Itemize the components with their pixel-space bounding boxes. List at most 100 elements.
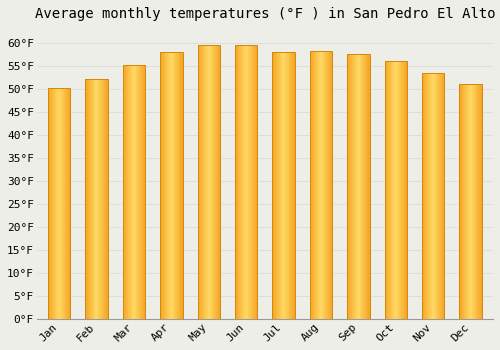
- Bar: [242, 45, 243, 319]
- Bar: [351, 54, 352, 319]
- Bar: [90, 79, 91, 319]
- Bar: [208, 45, 209, 319]
- Bar: [366, 54, 367, 319]
- Bar: [52, 88, 53, 319]
- Bar: [123, 65, 124, 319]
- Bar: [461, 84, 462, 319]
- Bar: [239, 45, 240, 319]
- Bar: [255, 45, 256, 319]
- Bar: [276, 52, 277, 319]
- Bar: [438, 73, 439, 319]
- Bar: [363, 54, 364, 319]
- Bar: [362, 54, 363, 319]
- Bar: [65, 88, 66, 319]
- Bar: [460, 84, 461, 319]
- Bar: [61, 88, 62, 319]
- Bar: [480, 84, 482, 319]
- Bar: [107, 79, 108, 319]
- Bar: [235, 45, 258, 319]
- Bar: [439, 73, 440, 319]
- Bar: [396, 61, 397, 319]
- Bar: [423, 73, 424, 319]
- Bar: [463, 84, 464, 319]
- Bar: [246, 45, 248, 319]
- Bar: [441, 73, 442, 319]
- Bar: [360, 54, 361, 319]
- Bar: [139, 65, 140, 319]
- Bar: [48, 88, 49, 319]
- Bar: [329, 51, 330, 319]
- Bar: [428, 73, 430, 319]
- Bar: [181, 52, 182, 319]
- Bar: [347, 54, 370, 319]
- Bar: [86, 79, 87, 319]
- Bar: [289, 52, 290, 319]
- Bar: [57, 88, 58, 319]
- Bar: [130, 65, 131, 319]
- Bar: [365, 54, 366, 319]
- Bar: [102, 79, 104, 319]
- Bar: [105, 79, 106, 319]
- Bar: [62, 88, 63, 319]
- Bar: [404, 61, 405, 319]
- Bar: [143, 65, 144, 319]
- Bar: [244, 45, 245, 319]
- Bar: [235, 45, 236, 319]
- Bar: [358, 54, 359, 319]
- Bar: [384, 61, 407, 319]
- Bar: [435, 73, 436, 319]
- Bar: [384, 61, 385, 319]
- Bar: [287, 52, 288, 319]
- Bar: [211, 45, 212, 319]
- Bar: [272, 52, 273, 319]
- Bar: [217, 45, 218, 319]
- Bar: [310, 51, 332, 319]
- Bar: [257, 45, 258, 319]
- Bar: [277, 52, 278, 319]
- Bar: [478, 84, 479, 319]
- Bar: [253, 45, 254, 319]
- Bar: [291, 52, 292, 319]
- Bar: [219, 45, 220, 319]
- Bar: [164, 52, 165, 319]
- Bar: [394, 61, 395, 319]
- Bar: [368, 54, 369, 319]
- Bar: [393, 61, 394, 319]
- Bar: [104, 79, 105, 319]
- Bar: [283, 52, 284, 319]
- Bar: [282, 52, 283, 319]
- Bar: [387, 61, 388, 319]
- Bar: [314, 51, 315, 319]
- Bar: [391, 61, 392, 319]
- Bar: [170, 52, 171, 319]
- Bar: [401, 61, 402, 319]
- Bar: [288, 52, 289, 319]
- Bar: [385, 61, 386, 319]
- Bar: [199, 45, 200, 319]
- Bar: [204, 45, 205, 319]
- Bar: [400, 61, 401, 319]
- Bar: [278, 52, 279, 319]
- Bar: [133, 65, 134, 319]
- Bar: [352, 54, 353, 319]
- Title: Average monthly temperatures (°F ) in San Pedro El Alto: Average monthly temperatures (°F ) in Sa…: [34, 7, 495, 21]
- Bar: [93, 79, 94, 319]
- Bar: [67, 88, 68, 319]
- Bar: [313, 51, 314, 319]
- Bar: [356, 54, 358, 319]
- Bar: [251, 45, 252, 319]
- Bar: [284, 52, 286, 319]
- Bar: [310, 51, 311, 319]
- Bar: [134, 65, 135, 319]
- Bar: [315, 51, 316, 319]
- Bar: [60, 88, 61, 319]
- Bar: [212, 45, 214, 319]
- Bar: [166, 52, 167, 319]
- Bar: [422, 73, 423, 319]
- Bar: [215, 45, 216, 319]
- Bar: [312, 51, 313, 319]
- Bar: [331, 51, 332, 319]
- Bar: [469, 84, 470, 319]
- Bar: [142, 65, 143, 319]
- Bar: [125, 65, 126, 319]
